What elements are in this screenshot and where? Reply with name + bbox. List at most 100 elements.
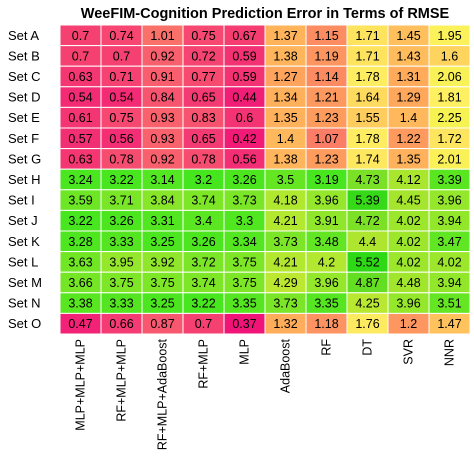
cell-value-label: 1.32: [273, 317, 297, 331]
cell-value-label: 3.73: [273, 297, 297, 311]
cell-value-label: 3.51: [437, 297, 461, 311]
column-label: RF: [320, 339, 334, 356]
cell-value-label: 3.84: [150, 194, 174, 208]
cell-value-label: 0.71: [109, 70, 133, 84]
cell-value-label: 1.74: [355, 152, 379, 166]
cell-value-label: 3.38: [68, 297, 92, 311]
cell-value-label: 1.27: [273, 70, 297, 84]
cell-value-label: 2.25: [437, 111, 461, 125]
cell-value-label: 3.39: [437, 173, 461, 187]
row-label: Set E: [8, 110, 40, 125]
cell-value-label: 1.01: [150, 29, 174, 43]
row-label: Set J: [8, 213, 38, 228]
cell-value-label: 3.94: [437, 214, 461, 228]
cell-value-label: 1.18: [314, 317, 338, 331]
cell-value-label: 3.73: [273, 235, 297, 249]
cell-value-label: 3.96: [437, 194, 461, 208]
cell-value-label: 5.52: [355, 255, 379, 269]
cell-value-label: 3.28: [68, 235, 92, 249]
cell-value-label: 4.48: [396, 276, 420, 290]
row-label: Set N: [8, 296, 41, 311]
cell-value-label: 1.71: [355, 49, 379, 63]
row-label: Set K: [8, 234, 40, 249]
cell-value-label: 4.18: [273, 194, 297, 208]
cell-value-label: 3.33: [109, 235, 133, 249]
cell-value-label: 0.77: [191, 70, 215, 84]
cell-value-label: 0.37: [232, 317, 256, 331]
cell-value-label: 1.37: [273, 29, 297, 43]
column-label: MLP+MLP+MLP: [74, 339, 88, 431]
cell-value-label: 0.78: [191, 152, 215, 166]
cell-value-label: 4.02: [396, 214, 420, 228]
cell-value-label: 0.42: [232, 132, 256, 146]
cell-value-label: 5.39: [355, 194, 379, 208]
cell-value-label: 3.74: [191, 276, 215, 290]
cell-value-label: 3.4: [195, 214, 212, 228]
cell-value-label: 0.83: [191, 111, 215, 125]
cell-value-label: 3.96: [314, 276, 338, 290]
cell-value-label: 3.22: [109, 173, 133, 187]
cell-value-label: 0.91: [150, 70, 174, 84]
cell-value-label: 1.07: [314, 132, 338, 146]
cell-value-label: 2.06: [437, 70, 461, 84]
cell-value-label: 3.19: [314, 173, 338, 187]
cell-value-label: 3.96: [396, 297, 420, 311]
cell-value-label: 1.35: [273, 111, 297, 125]
cell-value-label: 0.84: [150, 91, 174, 105]
cell-value-label: 0.78: [109, 152, 133, 166]
cell-value-label: 2.01: [437, 152, 461, 166]
cell-value-label: 0.75: [191, 29, 215, 43]
cell-value-label: 0.56: [232, 152, 256, 166]
cell-value-label: 1.71: [355, 29, 379, 43]
cell-value-label: 0.7: [113, 49, 130, 63]
cell-value-label: 4.4: [359, 235, 376, 249]
cell-value-label: 1.2: [400, 317, 417, 331]
row-label: Set O: [8, 316, 41, 331]
cell-value-label: 3.75: [232, 276, 256, 290]
cell-value-label: 3.25: [150, 235, 174, 249]
cell-value-label: 4.87: [355, 276, 379, 290]
cell-value-label: 1.4: [400, 111, 417, 125]
cell-value-label: 3.71: [109, 194, 133, 208]
cell-value-label: 1.64: [355, 91, 379, 105]
cell-value-label: 3.2: [195, 173, 212, 187]
cell-value-label: 3.3: [236, 214, 253, 228]
cell-value-label: 0.92: [150, 49, 174, 63]
cell-value-label: 0.6: [236, 111, 253, 125]
cell-value-label: 0.54: [109, 91, 133, 105]
row-label: Set A: [8, 28, 39, 43]
cell-value-label: 4.2: [318, 255, 335, 269]
cell-value-label: 0.47: [68, 317, 92, 331]
cell-value-label: 1.38: [273, 152, 297, 166]
chart-title: WeeFIM-Cognition Prediction Error in Ter…: [80, 6, 450, 22]
cell-value-label: 1.19: [314, 49, 338, 63]
cell-value-label: 1.31: [396, 70, 420, 84]
cell-value-label: 1.95: [437, 29, 461, 43]
cell-value-label: 1.45: [396, 29, 420, 43]
cell-value-label: 3.5: [277, 173, 294, 187]
cell-value-label: 0.56: [109, 132, 133, 146]
cell-value-label: 3.26: [232, 173, 256, 187]
heatmap-cell: [428, 312, 471, 335]
cell-value-label: 4.72: [355, 214, 379, 228]
cell-value-label: 1.43: [396, 49, 420, 63]
cell-value-label: 3.75: [232, 255, 256, 269]
cell-value-label: 1.34: [273, 91, 297, 105]
row-label: Set H: [8, 172, 41, 187]
cell-value-label: 1.72: [437, 132, 461, 146]
cell-value-label: 3.96: [314, 194, 338, 208]
cell-value-label: 4.73: [355, 173, 379, 187]
cell-value-label: 1.14: [314, 70, 338, 84]
cell-value-label: 0.87: [150, 317, 174, 331]
cell-value-label: 0.92: [150, 152, 174, 166]
cell-value-label: 4.12: [396, 173, 420, 187]
column-label: SVR: [402, 339, 416, 365]
cell-value-label: 3.31: [150, 214, 174, 228]
cell-value-label: 0.59: [232, 70, 256, 84]
cell-value-label: 0.59: [232, 49, 256, 63]
cell-value-label: 0.74: [109, 29, 133, 43]
cell-value-label: 0.44: [232, 91, 256, 105]
cell-value-label: 3.66: [68, 276, 92, 290]
cell-value-label: 3.14: [150, 173, 174, 187]
